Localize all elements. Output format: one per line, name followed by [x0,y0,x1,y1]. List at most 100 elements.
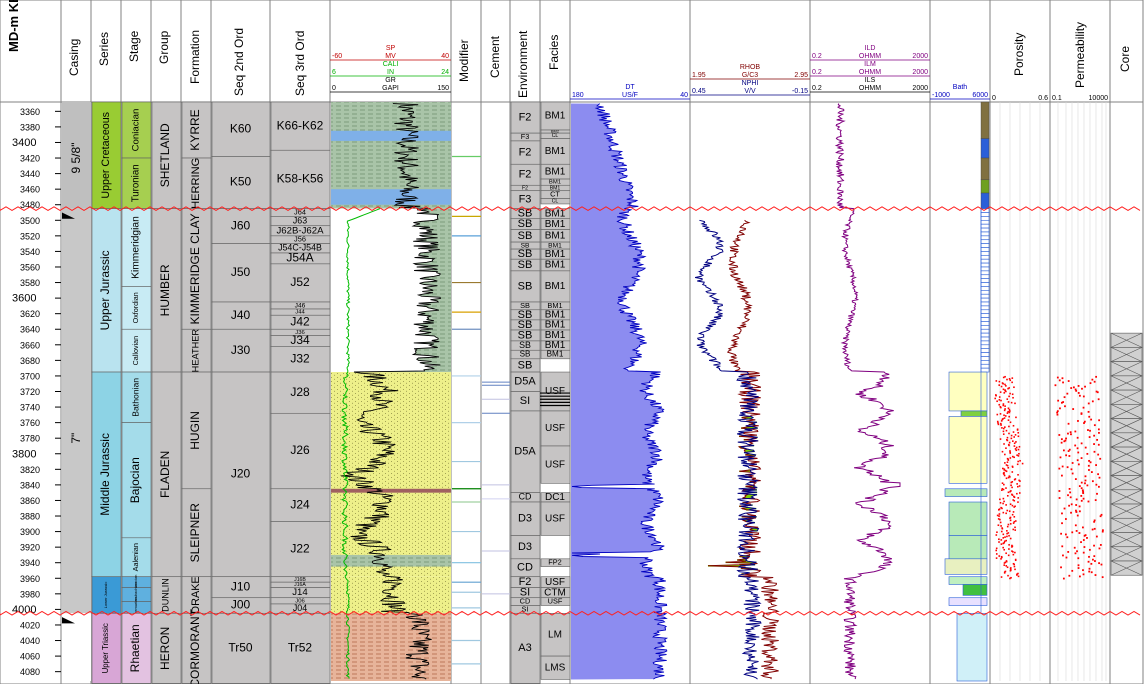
porosity-point [1006,530,1008,532]
porosity-point [1006,439,1009,442]
seq3-label: J32 [290,351,310,365]
porosity-point [998,513,1001,515]
porosity-point [1012,553,1015,556]
scale-left: 180 [572,92,584,99]
porosity-point [1002,537,1005,539]
permeability-point [1060,401,1063,404]
permeability-point [1087,402,1090,405]
permeability-point [1097,443,1100,446]
group-band [151,208,182,373]
seq2-band [211,101,271,157]
permeability-point [1097,473,1099,476]
bath-block [980,216,990,221]
facies-label: FP2 [548,558,562,567]
porosity-point [1006,566,1009,569]
stage-label: Kimmeridgian [131,216,142,279]
permeability-point [1070,511,1072,514]
permeability-point [1098,419,1101,422]
bath-block [980,192,990,209]
facies-label: CL [552,133,559,139]
porosity-point [1003,541,1006,544]
bath-block [962,584,988,596]
depth-label: 3520 [20,231,40,241]
permeability-point [1069,491,1072,494]
porosity-point [1017,501,1019,503]
seq3-band [270,263,331,303]
porosity-point [1010,434,1013,437]
facies-label: BM1 [545,146,566,157]
porosity-point [1015,416,1017,419]
permeability-point [1067,432,1069,435]
porosity-point [1005,447,1007,449]
permeability-point [1076,447,1079,450]
depth-label: 3800 [12,448,36,460]
lithology-fill [331,613,451,681]
bath-block [980,336,990,342]
permeability-point [1082,573,1085,576]
group-band [151,612,182,684]
series-label: Upper Triassic [101,623,110,673]
formation-band [181,157,212,209]
permeability-point [1087,429,1089,431]
permeability-point [1075,509,1077,512]
permeability-point [1058,434,1061,436]
porosity-point [1017,435,1020,438]
porosity-point [1000,424,1002,426]
porosity-point [1012,499,1015,501]
porosity-point [1002,376,1005,379]
casing-label: 7" [69,433,83,444]
porosity-point [1007,459,1010,461]
seq3-label: J54C-J54B [278,243,322,253]
permeability-point [1071,569,1074,572]
permeability-point [1093,520,1096,523]
bath-block [980,332,990,338]
env-label: D5A [514,376,536,388]
porosity-point [1016,483,1018,485]
casing-label: 9 5/8" [69,143,83,174]
porosity-point [997,518,1000,520]
depth-label: 4060 [20,652,40,662]
permeability-point [1071,531,1074,534]
porosity-point [1003,414,1005,417]
porosity-point [1004,561,1007,564]
porosity-point [995,557,998,559]
permeability-point [1065,437,1067,440]
scale-left: 6 [332,69,336,76]
porosity-point [1012,551,1014,553]
scale-unit: OHMM [859,69,881,76]
bath-block [960,410,988,417]
facies-label: BM1 [545,260,566,271]
facies-label: LMS [545,662,566,673]
porosity-point [1009,450,1011,452]
porosity-point [1009,567,1012,570]
porosity-point [998,555,1001,557]
dt-fill [571,103,667,680]
porosity-point [1004,375,1006,378]
porosity-point [1005,477,1008,480]
porosity-point [995,547,998,550]
porosity-point [1009,503,1012,506]
scale-right: 10000 [1089,95,1109,102]
seq3-band [270,488,331,522]
permeability-point [1068,574,1071,577]
porosity-point [1003,469,1006,471]
permeability-point [1095,375,1098,378]
depth-label: 3920 [20,543,40,553]
depth-label: 3620 [20,309,40,319]
depth-label: 3560 [20,262,40,272]
facies-label: BM1 [545,340,566,351]
porosity-point [1006,532,1008,535]
seq3-label: J04 [293,603,307,613]
permeability-point [1082,539,1085,541]
permeability-point [1088,459,1090,462]
permeability-point [1098,431,1100,434]
porosity-point [1004,462,1006,464]
permeability-point [1056,411,1059,414]
permeability-point [1095,535,1098,538]
permeability-point [1088,567,1091,570]
porosity-point [998,538,1000,541]
seq3-band [270,412,331,490]
casing-band-2 [62,208,91,614]
facies-band [540,445,571,484]
porosity-point [1021,462,1024,465]
